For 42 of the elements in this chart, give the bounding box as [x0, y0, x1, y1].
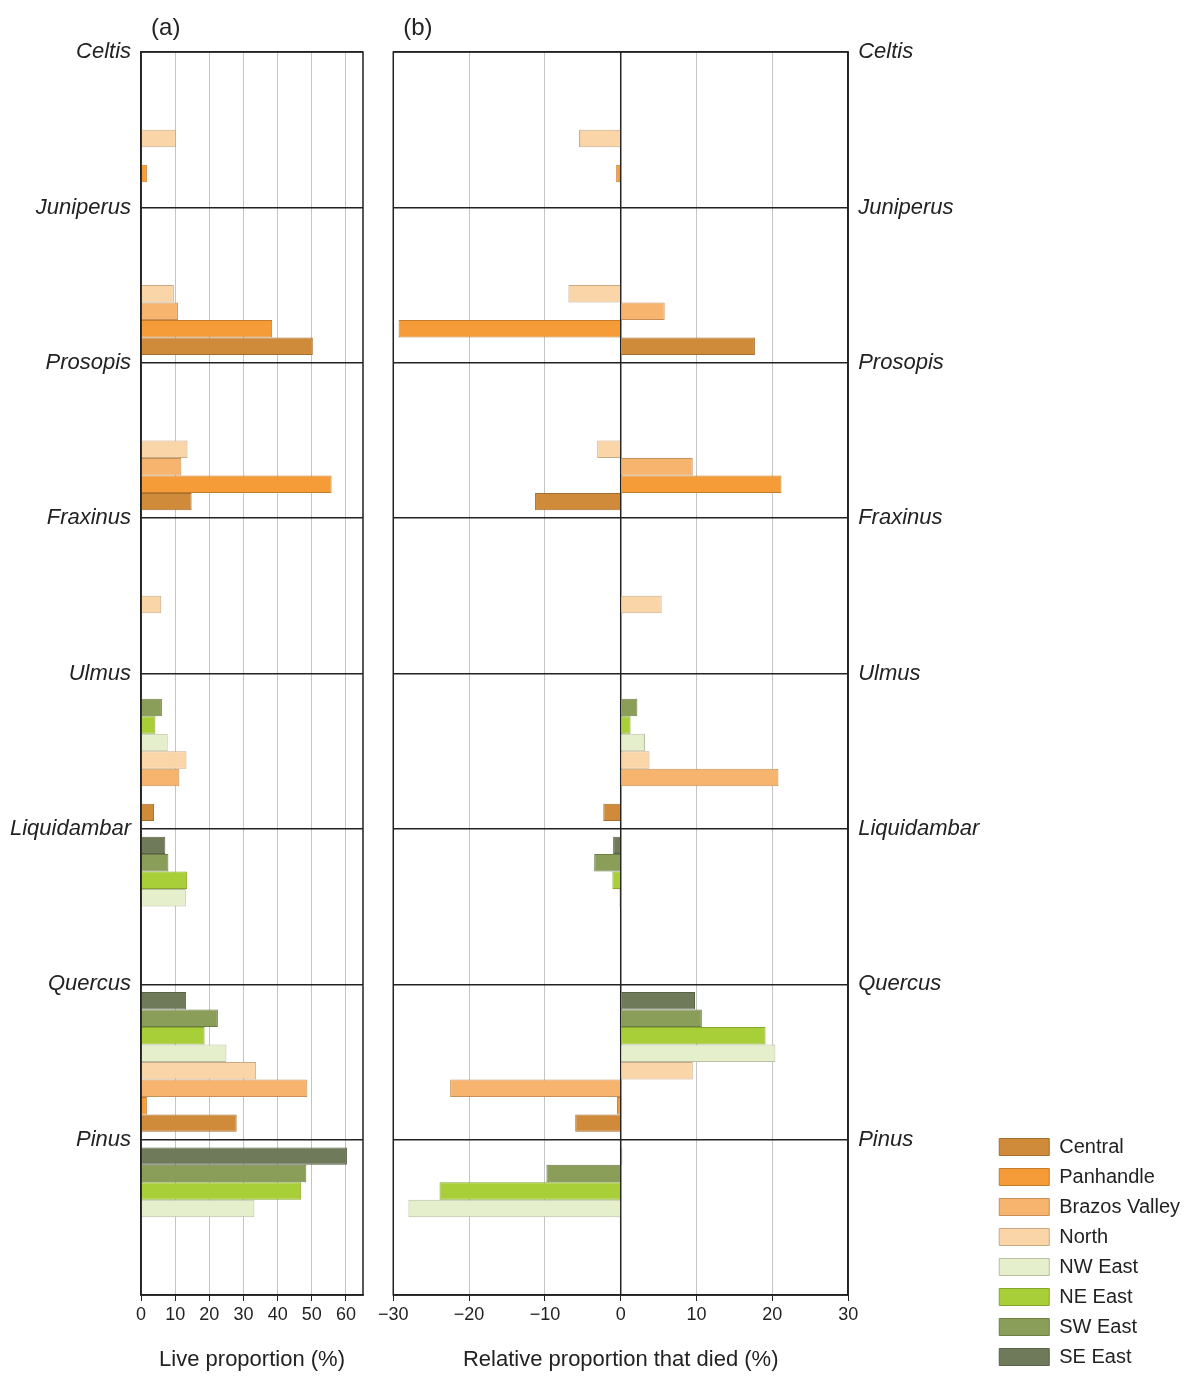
x-axis-title: Live proportion (%): [159, 1345, 345, 1371]
x-tick-label: 60: [335, 1303, 356, 1324]
y-tick-label: Celtis: [76, 38, 132, 64]
y-tick-label: Pinus: [858, 1125, 914, 1151]
y-tick-label: Fraxinus: [858, 504, 943, 530]
legend-label: SE East: [1059, 1344, 1132, 1367]
x-tick-label: 30: [838, 1303, 859, 1324]
x-tick-label: 50: [301, 1303, 322, 1324]
x-tick-label: 40: [267, 1303, 288, 1324]
y-tick-label: Celtis: [858, 38, 914, 64]
x-tick-label: 0: [136, 1303, 147, 1324]
x-tick-label: 30: [233, 1303, 254, 1324]
y-tick-label: Quercus: [47, 970, 132, 996]
chart-title: (a): [151, 12, 181, 40]
x-tick-label: 20: [762, 1303, 783, 1324]
y-tick-label: Prosopis: [45, 348, 132, 374]
legend-label: Brazos Valley: [1059, 1194, 1181, 1217]
y-tick-label: Pinus: [76, 1125, 132, 1151]
legend-label: NW East: [1059, 1254, 1139, 1277]
y-tick-label: Liquidambar: [858, 815, 981, 840]
x-tick-label: −30: [377, 1303, 409, 1324]
legend-label: North: [1059, 1224, 1109, 1247]
x-axis-title: Relative proportion that died (%): [462, 1345, 779, 1371]
y-tick-label: Juniperus: [857, 193, 954, 219]
x-tick-label: −20: [453, 1303, 485, 1324]
y-tick-label: Prosopis: [858, 348, 944, 374]
y-tick-label: Ulmus: [68, 659, 132, 685]
x-tick-label: 10: [686, 1303, 707, 1324]
legend-label: Panhandle: [1059, 1164, 1155, 1187]
x-tick-label: 0: [615, 1303, 626, 1324]
y-tick-label: Fraxinus: [46, 504, 132, 530]
legend-label: SW East: [1059, 1314, 1138, 1337]
legend-label: Central: [1059, 1134, 1124, 1157]
x-tick-label: −10: [529, 1303, 561, 1324]
y-tick-label: Liquidambar: [10, 815, 133, 840]
x-tick-label: 10: [165, 1303, 186, 1324]
chart-title: (b): [403, 12, 433, 40]
y-tick-label: Quercus: [858, 970, 942, 996]
legend-label: NE East: [1059, 1284, 1134, 1307]
y-tick-label: Ulmus: [858, 659, 921, 685]
x-tick-label: 20: [199, 1303, 220, 1324]
y-tick-label: Juniperus: [34, 193, 132, 219]
